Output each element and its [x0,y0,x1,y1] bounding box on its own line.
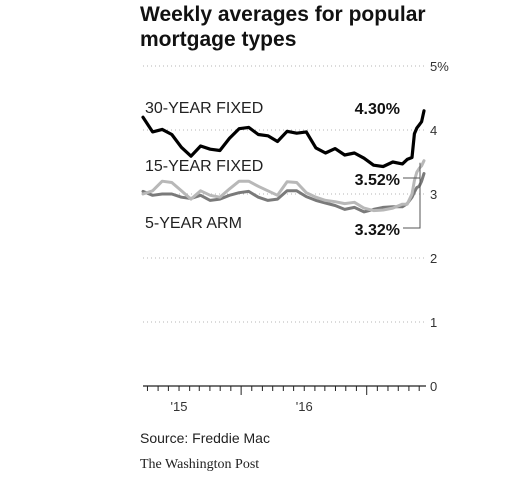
series-name-label: 15-YEAR FIXED [145,158,263,175]
series-name-label: 5-YEAR ARM [145,215,242,232]
line-chart: 0 1 2 3 4 5% '15 '16 30-YEAR FIXED 15-YEAR FIXE… [141,59,449,414]
source-note: Source: Freddie Mac [140,430,270,446]
leader-line-arm [403,175,421,229]
series-line-0 [141,109,426,169]
label-backdrop [330,219,402,239]
label-backdrop [330,98,402,118]
end-value-label: 3.32% [355,222,400,239]
series-line-1 [141,159,426,213]
x-tick-label: '16 [296,399,313,414]
y-axis-ticks: 0 1 2 3 4 5% [430,59,449,394]
x-axis: '15 '16 [143,385,426,414]
end-value-label: 3.52% [355,172,400,189]
label-backdrop [330,169,402,189]
annotations: 30-YEAR FIXED 15-YEAR FIXED 5-YEAR ARM 4.30… [145,98,421,239]
chart-title: Weekly averages for popular mortgage typ… [140,3,426,51]
y-tick-label: 4 [430,123,437,138]
y-tick-label: 0 [430,379,437,394]
x-tick-label: '15 [171,399,188,414]
y-tick-label: 5% [430,59,449,74]
y-tick-label: 3 [430,187,437,202]
series-name-label: 30-YEAR FIXED [145,100,263,117]
y-tick-label: 2 [430,251,437,266]
series-lines [141,109,426,214]
end-value-label: 4.30% [355,101,400,118]
credit-note: The Washington Post [140,457,260,472]
y-tick-label: 1 [430,315,437,330]
